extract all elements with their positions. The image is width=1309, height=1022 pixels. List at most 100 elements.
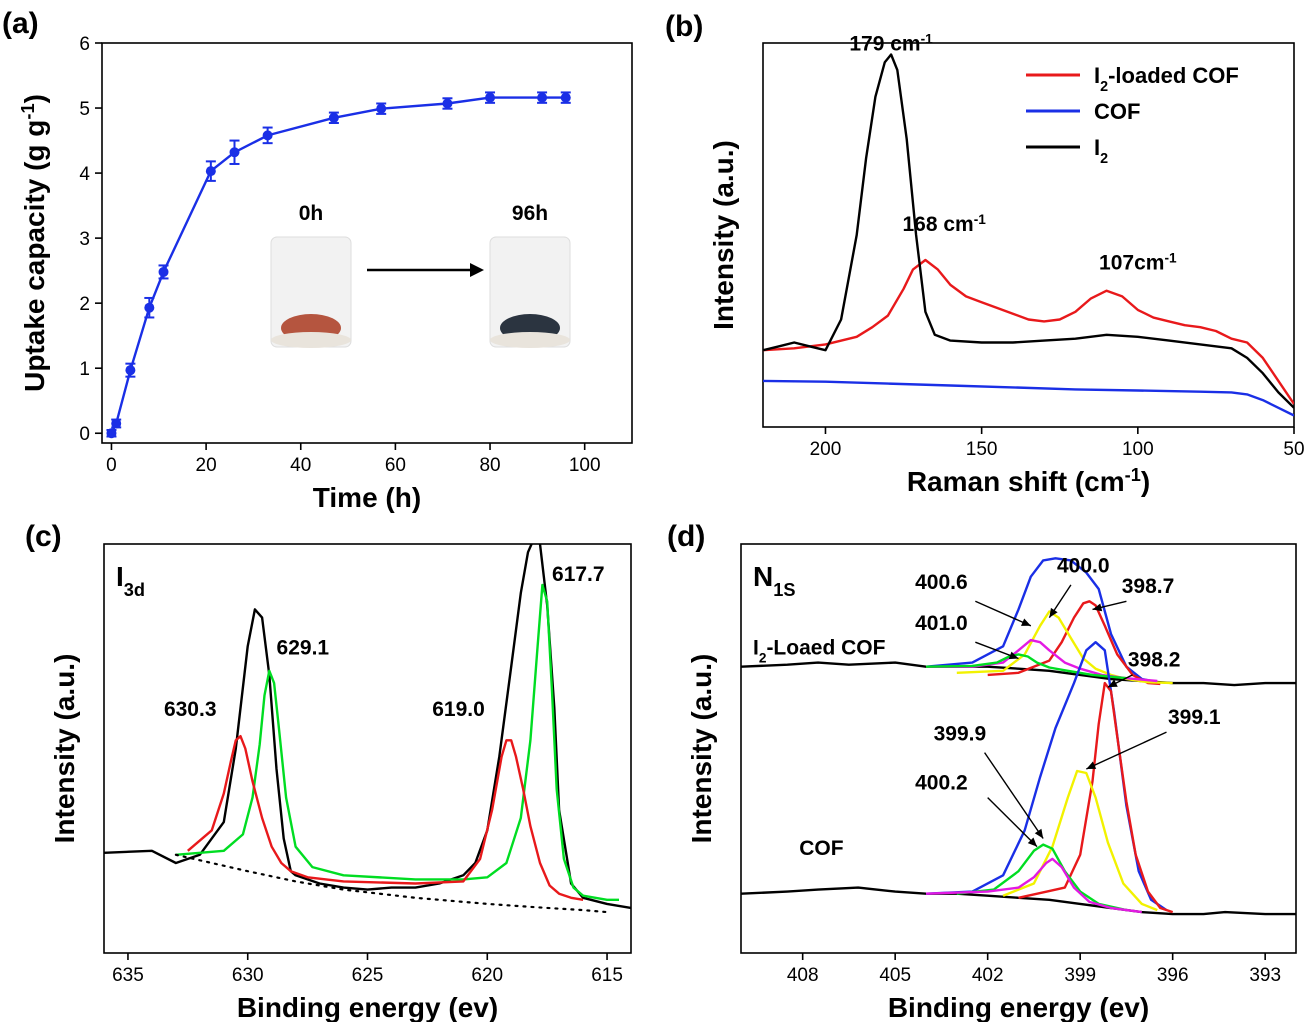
- x-tick-label-part-0: 620: [471, 965, 503, 986]
- peak-label: 398.7: [1122, 575, 1175, 598]
- peak-arrow-head: [1020, 618, 1031, 626]
- data-point: [106, 428, 117, 439]
- peak-arrow: [975, 600, 1032, 627]
- peak-label-part-0: 617.7: [552, 563, 605, 586]
- peak-label-part-1: -1: [921, 31, 934, 46]
- x-tick-label: 396: [1157, 965, 1189, 986]
- plot-frame: [103, 543, 632, 954]
- x-tick-label: 402: [972, 965, 1004, 986]
- series-line-0: [104, 544, 631, 910]
- y-axis-label-part-0: Intensity (a.u.): [686, 654, 717, 844]
- panel-label: (b): [665, 10, 703, 43]
- panel-label-part-0: (b): [665, 10, 703, 43]
- x-tick-label-part-0: 0: [106, 455, 117, 476]
- sample-label: I2-Loaed COF: [753, 636, 886, 665]
- peak-label-part-0: 400.2: [915, 771, 968, 794]
- panel-label-part-0: (d): [667, 520, 705, 553]
- series-line-11: [925, 857, 1142, 914]
- legend-entry-part-1: 2: [1100, 79, 1108, 95]
- x-tick-label-part-0: 20: [196, 455, 217, 476]
- peak-label-part-0: 400.0: [1057, 555, 1110, 578]
- panel-title-part-0: N: [753, 561, 773, 592]
- x-tick-label-part-0: 399: [1064, 965, 1096, 986]
- y-axis-label-part-0: Uptake capacity (g g: [19, 120, 50, 392]
- x-tick-label: 80: [479, 455, 500, 476]
- y-tick-label-part-0: 6: [79, 34, 90, 55]
- x-tick-label: 405: [879, 965, 911, 986]
- peak-label-part-0: 400.6: [915, 571, 968, 594]
- series-line-5: [925, 653, 1127, 680]
- sample-label: COF: [799, 837, 844, 860]
- peak-arrow-head: [1107, 679, 1118, 688]
- data-point: [442, 98, 453, 109]
- legend-entry: I2: [1094, 135, 1108, 167]
- peak-arrow-head: [1092, 603, 1103, 612]
- y-axis-label-part-2: ): [19, 94, 50, 103]
- y-tick-label-part-0: 4: [79, 164, 90, 185]
- series-line-0: [741, 661, 1296, 687]
- panel-title-part-1: 3d: [124, 580, 145, 600]
- x-tick-label-part-0: 396: [1157, 965, 1189, 986]
- x-tick-label: 635: [112, 965, 144, 986]
- x-axis-label-part-2: ): [1141, 466, 1150, 497]
- inset-photo: 0h 96h: [270, 202, 571, 348]
- x-tick-label: 40: [290, 455, 311, 476]
- x-axis-label: Raman shift (cm-1): [907, 465, 1150, 497]
- data-point: [537, 92, 548, 103]
- y-tick-label: 5: [79, 99, 90, 120]
- panel-title: N1S: [753, 561, 795, 600]
- y-axis-label: Intensity (a.u.): [686, 654, 717, 844]
- inset-label-start: 0h: [299, 202, 324, 225]
- sample-label-part-1: 2: [759, 650, 767, 665]
- inset-arrow-head: [470, 263, 484, 277]
- x-tick-label: 150: [966, 439, 998, 460]
- data-point: [485, 92, 496, 103]
- peak-label: 400.0: [1057, 555, 1110, 578]
- panel-label-part-0: (a): [2, 7, 39, 40]
- legend-entry-part-2: -loaded COF: [1108, 63, 1239, 88]
- peak-arrow: [984, 752, 1044, 839]
- x-tick-label-part-0: 50: [1283, 439, 1304, 460]
- x-tick-label: 630: [232, 965, 264, 986]
- peak-label-part-0: 630.3: [164, 698, 217, 721]
- series-line-2: [987, 600, 1161, 686]
- peak-label-part-0: 619.0: [432, 698, 485, 721]
- panel-d: (d) 408 405 402 399 396 393 Binding energy (ev)…: [667, 520, 1297, 1022]
- y-tick-label: 4: [79, 164, 90, 185]
- peak-label: 107cm-1: [1099, 250, 1177, 275]
- peak-label-part-0: 179 cm: [849, 33, 920, 56]
- panel-label-part-0: (c): [25, 520, 62, 553]
- plot-frame: [101, 42, 633, 444]
- vial-end-base: [490, 332, 570, 348]
- peak-arrow: [1086, 731, 1167, 770]
- peak-label: 179 cm-1: [849, 31, 933, 56]
- panel-title-part-0: I: [116, 561, 124, 592]
- peak-label: 400.6: [915, 571, 968, 594]
- series-line-3: [174, 853, 609, 914]
- y-tick-label: 0: [79, 424, 90, 445]
- data-point: [144, 302, 155, 313]
- x-tick-label: 20: [196, 455, 217, 476]
- data-point: [560, 92, 571, 103]
- x-axis-label: Binding energy (ev): [888, 992, 1149, 1022]
- peak-label-part-0: 399.1: [1168, 706, 1221, 729]
- data-point: [125, 365, 136, 376]
- x-axis-label-part-1: -1: [1125, 465, 1141, 485]
- plot-area: [763, 53, 1294, 417]
- x-tick-label: 615: [591, 965, 623, 986]
- y-tick-label: 3: [79, 229, 90, 250]
- y-axis-label-part-1: -1: [18, 103, 38, 119]
- x-tick-label-part-0: 100: [569, 455, 601, 476]
- x-tick-label-part-0: 200: [810, 439, 842, 460]
- panel-title: I3d: [116, 561, 145, 600]
- x-tick-label: 100: [569, 455, 601, 476]
- panel-label: (a): [2, 7, 39, 40]
- legend-entry: COF: [1094, 99, 1140, 124]
- peak-label: 617.7: [552, 563, 605, 586]
- peak-label-part-0: 107cm: [1099, 252, 1164, 275]
- inset-label-end: 96h: [512, 202, 548, 225]
- x-axis-label-part-0: Binding energy (ev): [888, 992, 1149, 1022]
- peak-label-part-0: 629.1: [277, 636, 330, 659]
- series-line-2: [187, 735, 584, 901]
- sample-label-part-0: COF: [799, 837, 844, 860]
